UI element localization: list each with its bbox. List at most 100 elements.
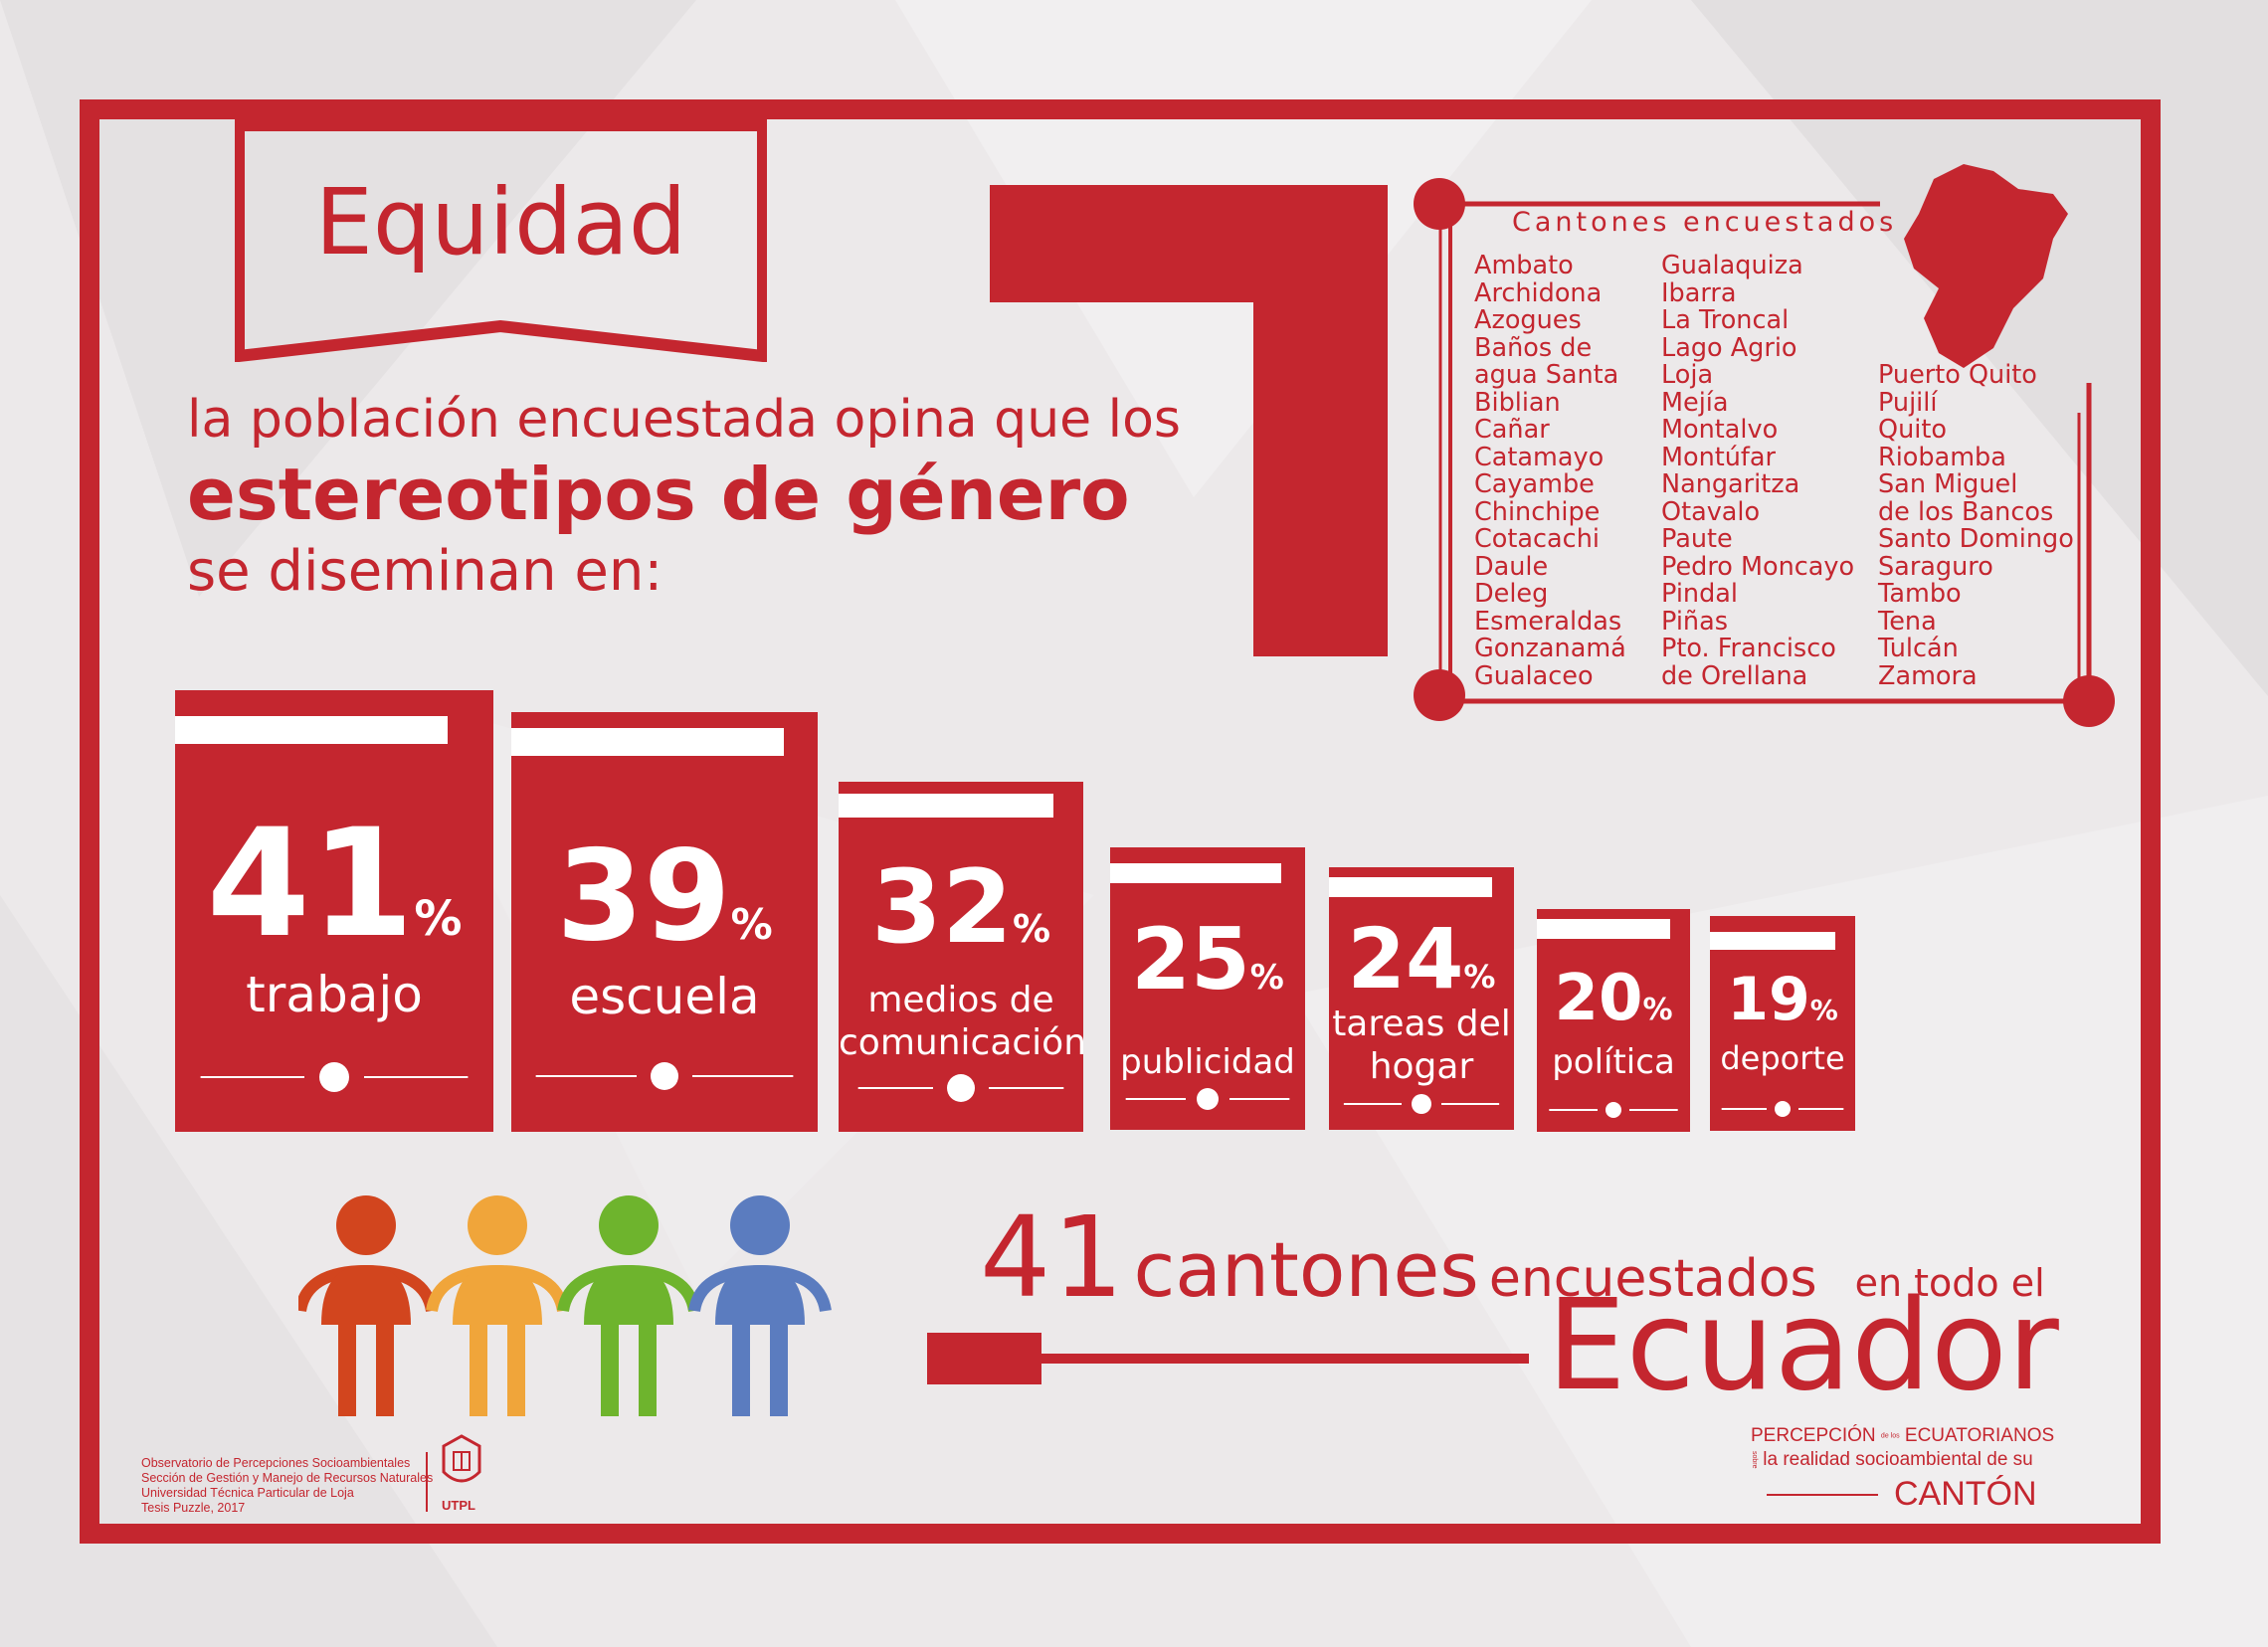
canton-item: Quito	[1878, 415, 1947, 445]
bar-number: 20	[1554, 962, 1643, 1035]
bar-value: 41%	[175, 810, 493, 959]
canton-item: Pto. Francisco	[1661, 634, 1836, 663]
project-logo: PERCEPCIÓN de los ECUATORIANOS sobre la …	[1751, 1425, 2054, 1514]
bar-label-line: deporte	[1720, 1039, 1845, 1077]
bar-4: 24% tareas del hogar	[1329, 867, 1514, 1130]
credits: Observatorio de Percepciones Socioambien…	[141, 1456, 433, 1516]
percent-sign: %	[1249, 958, 1284, 998]
canton-item: Montúfar	[1661, 442, 1777, 472]
bar-value: 25%	[1110, 917, 1305, 1003]
bar-divider-dot	[200, 1062, 469, 1092]
intro-line-2: estereotipos de género	[187, 453, 1130, 536]
canton-item: Ambato	[1474, 251, 1574, 280]
utpl-seal-icon	[442, 1434, 481, 1483]
bar-label-line: escuela	[569, 968, 760, 1025]
stat-word-en-todo-el: en todo el	[1854, 1261, 2045, 1305]
canton-item: Azogues	[1474, 305, 1582, 335]
bar-label: deporte	[1710, 1039, 1855, 1077]
credit-line: Tesis Puzzle, 2017	[141, 1501, 246, 1515]
canton-item: Catamayo	[1474, 442, 1605, 472]
cantons-column-2: Gualaquiza Ibarra La Troncal Lago Agrio Loja…	[1661, 251, 1854, 691]
person-figure	[557, 1195, 700, 1416]
project-word-1: PERCEPCIÓN	[1751, 1425, 1876, 1446]
intro-text: la población encuestada opina que los es…	[187, 390, 1181, 605]
bar-label-line: trabajo	[246, 966, 423, 1023]
bar-label-line: medios de	[867, 980, 1054, 1020]
bar-label: trabajo	[175, 965, 493, 1024]
canton-item: Lago Agrio	[1661, 332, 1797, 363]
canton-item: Ibarra	[1661, 277, 1737, 308]
canton-item: Baños de	[1474, 332, 1593, 363]
bar-number: 19	[1727, 965, 1810, 1034]
canton-item: Paute	[1661, 524, 1733, 554]
bar-value: 39%	[511, 833, 818, 959]
stat-word-cantones: cantones	[1133, 1225, 1479, 1314]
bar-label: política	[1537, 1042, 1690, 1083]
bar-label: publicidad	[1110, 1042, 1305, 1083]
canton-item: Riobamba	[1878, 442, 2006, 472]
bar-label: medios de comunicación	[839, 979, 1087, 1064]
canton-item: agua Santa	[1474, 360, 1619, 390]
bar-top-strip	[1710, 932, 1835, 950]
cantons-panel-frame	[1414, 178, 2115, 727]
canton-item: Gualaquiza	[1661, 251, 1803, 280]
credits-divider	[426, 1452, 428, 1512]
canton-item: Pindal	[1661, 579, 1738, 609]
canton-item: Nangaritza	[1661, 469, 1800, 499]
bar-value: 19%	[1710, 970, 1855, 1029]
intro-line-1: la población encuestada opina que los	[187, 390, 1182, 450]
canton-item: Daule	[1474, 551, 1549, 582]
canton-item: Cayambe	[1474, 469, 1595, 499]
project-line-3: CANTÓN	[1894, 1475, 2037, 1513]
canton-item: de los Bancos	[1878, 496, 2054, 527]
person-figure	[298, 1195, 438, 1416]
percent-sign: %	[1809, 994, 1838, 1026]
canton-item: de Orellana	[1661, 660, 1808, 691]
bar-2: 32% medios de comunicación	[839, 782, 1087, 1132]
canton-item: Gonzanamá	[1474, 634, 1626, 663]
percent-sign: %	[1463, 958, 1496, 996]
canton-item: Saraguro	[1878, 551, 1993, 582]
credit-line: Observatorio de Percepciones Socioambien…	[141, 1456, 411, 1470]
credit-line: Sección de Gestión y Manejo de Recursos …	[141, 1471, 434, 1485]
bar-value: 24%	[1329, 917, 1514, 1001]
bar-top-strip	[175, 716, 448, 744]
percent-sign: %	[414, 891, 463, 947]
bar-6: 19% deporte	[1710, 916, 1855, 1131]
ecuador-map-icon	[1904, 164, 2068, 368]
canton-item: Zamora	[1878, 660, 1978, 691]
pointer-arrow	[927, 1333, 1529, 1384]
bar-1: 39% escuela	[511, 712, 818, 1132]
cantons-column-3: Puerto Quito Pujilí Quito Riobamba San Migue…	[1878, 360, 2074, 691]
project-rule	[1767, 1493, 1878, 1496]
canton-item: Puerto Quito	[1878, 360, 2037, 390]
canton-item: Piñas	[1661, 606, 1728, 637]
bar-value: 20%	[1537, 967, 1690, 1030]
canton-item: Montalvo	[1661, 415, 1779, 445]
canton-item: Esmeraldas	[1474, 606, 1622, 637]
bar-label-line: política	[1552, 1042, 1675, 1082]
canton-item: San Miguel	[1878, 469, 2018, 499]
percent-sign: %	[730, 900, 773, 949]
bar-label-line: comunicación	[839, 1022, 1087, 1064]
bar-number: 24	[1347, 910, 1464, 1007]
bar-number: 25	[1131, 910, 1250, 1009]
canton-item: Tambo	[1878, 579, 1962, 609]
canton-item: La Troncal	[1661, 305, 1790, 335]
canton-item: Biblian	[1474, 387, 1561, 418]
bar-number: 41	[206, 798, 415, 971]
canton-item: Santo Domingo	[1878, 524, 2074, 554]
bar-top-strip	[839, 794, 1053, 818]
canton-item: Loja	[1661, 360, 1714, 390]
project-small-2: sobre	[1751, 1451, 1758, 1469]
person-figure	[688, 1195, 832, 1416]
bar-divider-dot	[857, 1074, 1064, 1102]
percent-sign: %	[1642, 993, 1673, 1027]
stat-number: 41	[980, 1193, 1126, 1323]
canton-item: Tulcán	[1878, 634, 1959, 663]
bar-value: 32%	[839, 857, 1083, 959]
bar-divider-dot	[535, 1062, 794, 1090]
bar-divider-dot	[1343, 1094, 1500, 1114]
intro-line-3: se diseminan en:	[187, 539, 663, 604]
canton-item: Pujilí	[1878, 387, 1938, 418]
